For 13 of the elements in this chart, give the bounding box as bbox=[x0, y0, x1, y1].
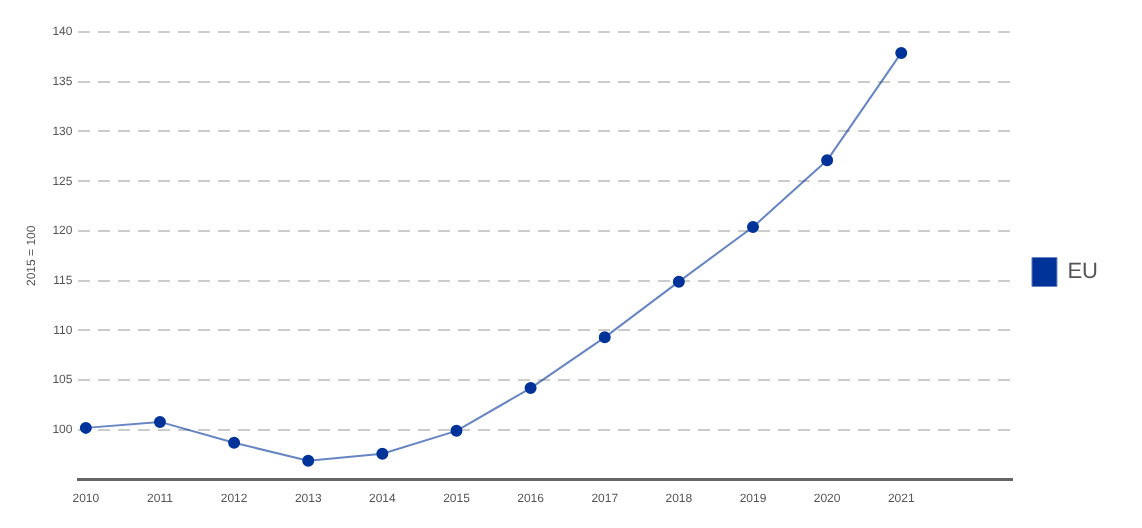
point bbox=[302, 454, 315, 467]
point bbox=[376, 447, 389, 460]
point bbox=[153, 415, 166, 428]
point bbox=[524, 382, 537, 395]
point bbox=[598, 331, 611, 344]
legend-label: EU bbox=[1067, 260, 1099, 285]
point bbox=[746, 220, 759, 233]
point bbox=[672, 275, 685, 288]
point bbox=[79, 421, 92, 434]
point bbox=[895, 46, 908, 59]
point bbox=[450, 424, 463, 437]
point bbox=[821, 154, 834, 167]
point bbox=[228, 436, 241, 449]
